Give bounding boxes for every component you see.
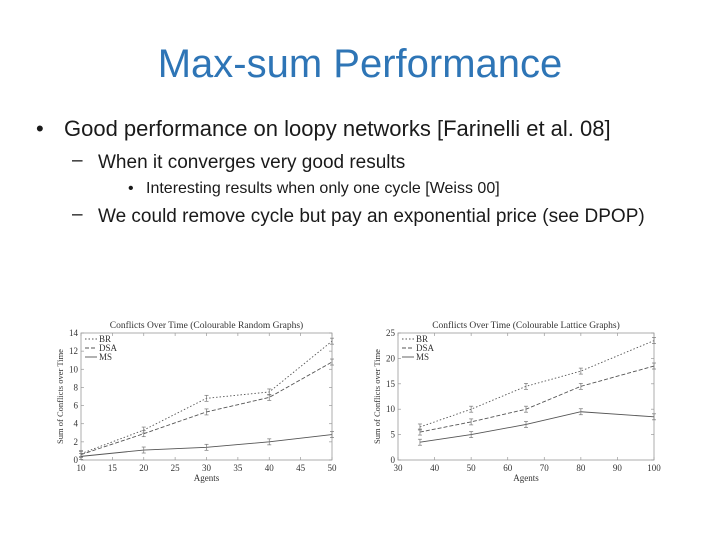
y-axis-label: Sum of Conflicts over Time [372,349,382,444]
x-tick-label: 25 [171,463,181,473]
x-tick-label: 80 [576,463,586,473]
chart-lattice-graphs: Conflicts Over Time (Colourable Lattice … [372,312,672,490]
chart-lattice-graphs-svg: Conflicts Over Time (Colourable Lattice … [372,320,661,483]
bullet-text: When it converges very good results [98,152,406,173]
series-line-br [419,340,655,428]
x-tick-label: 15 [108,463,118,473]
dash-marker: – [72,204,83,225]
y-tick-label: 8 [74,382,79,392]
chart-title: Conflicts Over Time (Colourable Random G… [110,320,303,331]
x-tick-label: 100 [647,463,661,473]
chart-title: Conflicts Over Time (Colourable Lattice … [432,320,620,331]
bullet-text: Good performance on loopy networks [Fari… [64,116,611,141]
bullet-marker: • [128,180,134,197]
x-tick-label: 40 [430,463,440,473]
y-tick-label: 10 [69,364,79,374]
x-tick-label: 90 [613,463,623,473]
y-tick-label: 15 [386,379,396,389]
x-tick-label: 60 [503,463,513,473]
legend-label-dsa: DSA [416,343,435,353]
bullet-text: Interesting results when only one cycle … [146,180,500,197]
x-tick-label: 10 [77,463,87,473]
y-tick-label: 25 [386,328,396,338]
x-tick-label: 30 [202,463,212,473]
bullet-marker: • [36,116,44,141]
chart-random-graphs-svg: Conflicts Over Time (Colourable Random G… [55,320,338,483]
y-tick-label: 20 [386,353,396,363]
x-tick-label: 30 [394,463,404,473]
x-tick-label: 40 [265,463,275,473]
bullet-text: We could remove cycle but pay an exponen… [98,206,645,227]
legend-label-br: BR [99,334,111,344]
y-tick-label: 2 [74,437,79,447]
legend-label-dsa: DSA [99,343,118,353]
series-line-ms [419,411,655,443]
legend-label-ms: MS [416,352,429,362]
dash-marker: – [72,150,83,171]
y-tick-label: 5 [391,430,396,440]
chart-random-graphs: Conflicts Over Time (Colourable Random G… [44,312,344,490]
legend-label-ms: MS [99,352,112,362]
y-tick-label: 4 [74,419,79,429]
slide-title: Max-sum Performance [157,42,563,86]
x-tick-label: 70 [540,463,550,473]
y-tick-label: 0 [74,455,79,465]
x-tick-label: 50 [328,463,338,473]
x-tick-label: 35 [233,463,243,473]
legend-label-br: BR [416,334,428,344]
x-tick-label: 20 [139,463,149,473]
y-tick-label: 6 [74,401,79,411]
y-axis-label: Sum of Conflicts over Time [55,349,65,444]
x-axis-label: Agents [513,473,539,483]
plot-frame [397,332,655,461]
y-tick-label: 12 [69,346,78,356]
x-axis-label: Agents [194,473,220,483]
y-tick-label: 0 [391,455,396,465]
y-tick-label: 10 [386,404,396,414]
x-tick-label: 45 [296,463,306,473]
y-tick-label: 14 [69,328,79,338]
series-line-dsa [80,361,333,455]
x-tick-label: 50 [467,463,477,473]
